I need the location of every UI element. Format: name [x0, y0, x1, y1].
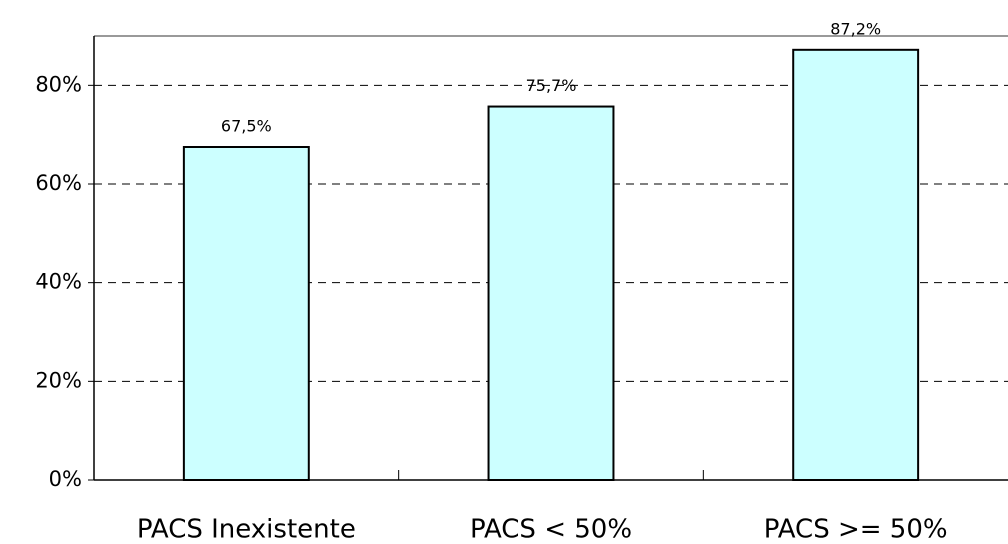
y-tick-label: 20%: [35, 368, 82, 392]
value-label: 75,7%: [526, 76, 577, 95]
value-label: 67,5%: [221, 117, 272, 136]
y-tick-label: 80%: [35, 72, 82, 96]
x-tick-label: PACS < 50%: [470, 515, 632, 544]
y-tick-label: 60%: [35, 171, 82, 195]
value-label: 87,2%: [830, 19, 881, 38]
bar: [487, 105, 615, 482]
y-tick-label: 0%: [49, 467, 82, 491]
y-tick-label: 40%: [35, 270, 82, 294]
x-tick-label: PACS Inexistente: [137, 515, 356, 544]
bar: [792, 48, 920, 482]
bar: [182, 146, 310, 481]
x-tick-label: PACS >= 50%: [764, 515, 948, 544]
